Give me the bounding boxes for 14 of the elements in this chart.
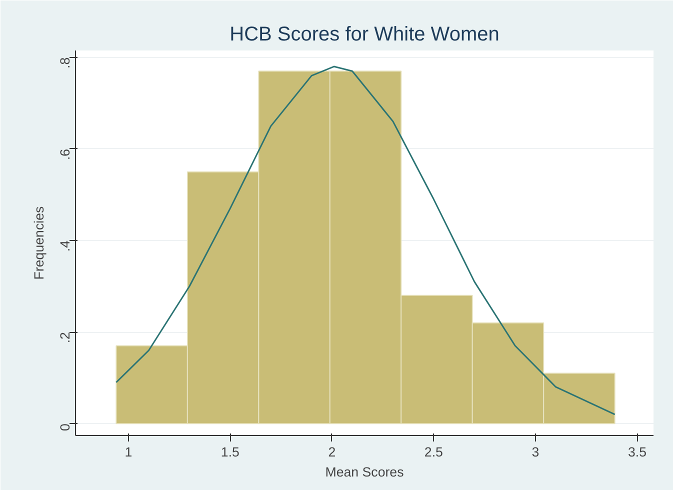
x-tick-label: 3 (532, 444, 540, 460)
y-tick-label: .2 (58, 332, 72, 344)
x-tick-label: 3.5 (628, 444, 646, 460)
y-axis-title: Frequencies (32, 206, 46, 280)
x-tick-label: 2 (328, 444, 336, 460)
x-tick-label: 2.5 (424, 444, 443, 460)
chart-title: HCB Scores for White Women (230, 24, 500, 46)
y-tick-label: .6 (58, 148, 72, 160)
y-tick-label: .8 (58, 57, 72, 68)
y-tick-label: .4 (58, 240, 72, 252)
x-tick-label: 1.5 (220, 444, 240, 460)
x-tick-label: 1 (124, 444, 132, 460)
y-tick-label: 0 (58, 424, 72, 432)
x-axis-title: Mean Scores (325, 464, 404, 480)
